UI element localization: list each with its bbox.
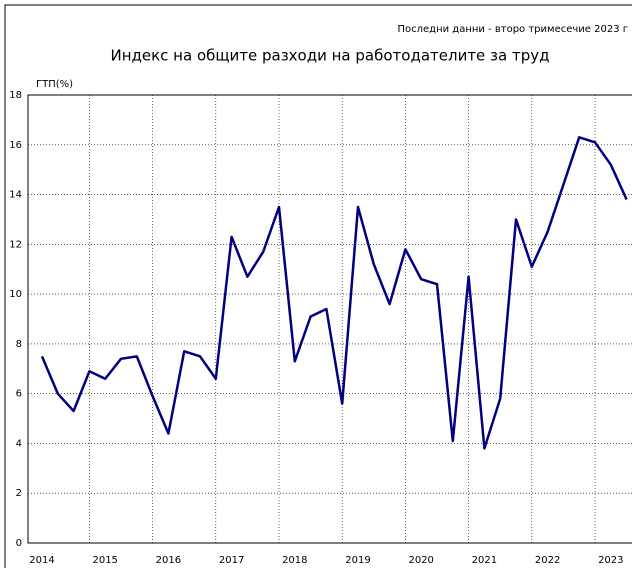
- x-tick-label: 2019: [345, 555, 370, 566]
- x-tick-label: 2015: [92, 555, 117, 566]
- y-axis-label: ГТП(%): [36, 79, 73, 90]
- y-tick-label: 8: [16, 339, 22, 350]
- y-tick-label: 16: [9, 140, 22, 151]
- x-tick-label: 2021: [472, 555, 497, 566]
- y-tick-label: 2: [16, 488, 22, 499]
- x-tick-label: 2014: [29, 555, 54, 566]
- note: Последни данни - второ тримесечие 2023 г: [397, 24, 628, 35]
- y-tick-label: 6: [16, 389, 22, 400]
- line: [40, 136, 628, 450]
- x-tick-label: 2022: [535, 555, 560, 566]
- y-tick-label: 10: [9, 289, 22, 300]
- plot-area: [27, 94, 632, 544]
- x-tick-label: 2018: [282, 555, 307, 566]
- x-tick-label: 2020: [408, 555, 433, 566]
- x-tick-label: 2023: [598, 555, 623, 566]
- y-tick-label: 14: [9, 190, 22, 201]
- x-tick-label: 2016: [156, 555, 181, 566]
- chart-title: Индекс на общите разходи на работодатели…: [110, 47, 549, 65]
- y-tick-label: 12: [9, 239, 22, 250]
- x-tick-label: 2017: [219, 555, 244, 566]
- y-tick-label: 0: [16, 538, 22, 549]
- y-tick-label: 18: [9, 90, 22, 101]
- y-tick-label: 4: [16, 438, 22, 449]
- chart-frame: [4, 4, 632, 568]
